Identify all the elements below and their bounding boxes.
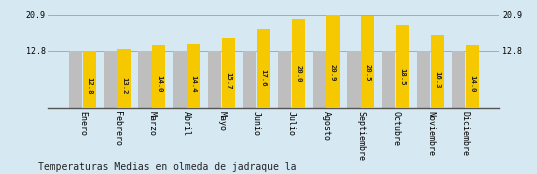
Bar [222, 38, 235, 108]
Bar [417, 51, 430, 108]
Text: 13.2: 13.2 [121, 77, 127, 94]
Bar [292, 19, 305, 108]
Text: 15.7: 15.7 [226, 73, 231, 90]
Text: Temperaturas Medias en olmeda de jadraque la: Temperaturas Medias en olmeda de jadraqu… [38, 162, 296, 172]
Bar [83, 51, 96, 108]
Bar [326, 15, 339, 108]
Bar [243, 51, 256, 108]
Bar [361, 16, 374, 108]
Bar [382, 51, 395, 108]
Bar [187, 44, 200, 108]
Bar [208, 51, 221, 108]
Bar [431, 35, 444, 108]
Bar [69, 51, 82, 108]
Text: 17.6: 17.6 [260, 69, 266, 87]
Bar [139, 51, 152, 108]
Text: 20.0: 20.0 [295, 65, 301, 83]
Text: 18.5: 18.5 [400, 68, 405, 85]
Bar [173, 51, 186, 108]
Text: 14.0: 14.0 [469, 75, 475, 93]
Text: 14.0: 14.0 [156, 75, 162, 93]
Bar [104, 51, 117, 108]
Bar [396, 25, 409, 108]
Text: 20.5: 20.5 [365, 64, 371, 82]
Bar [452, 51, 465, 108]
Text: 14.4: 14.4 [191, 75, 197, 92]
Bar [118, 49, 130, 108]
Bar [313, 51, 326, 108]
Bar [347, 51, 361, 108]
Bar [466, 45, 479, 108]
Bar [278, 51, 291, 108]
Text: 16.3: 16.3 [434, 72, 440, 89]
Text: 20.9: 20.9 [330, 64, 336, 81]
Bar [257, 29, 270, 108]
Bar [153, 45, 165, 108]
Text: 12.8: 12.8 [86, 77, 92, 95]
